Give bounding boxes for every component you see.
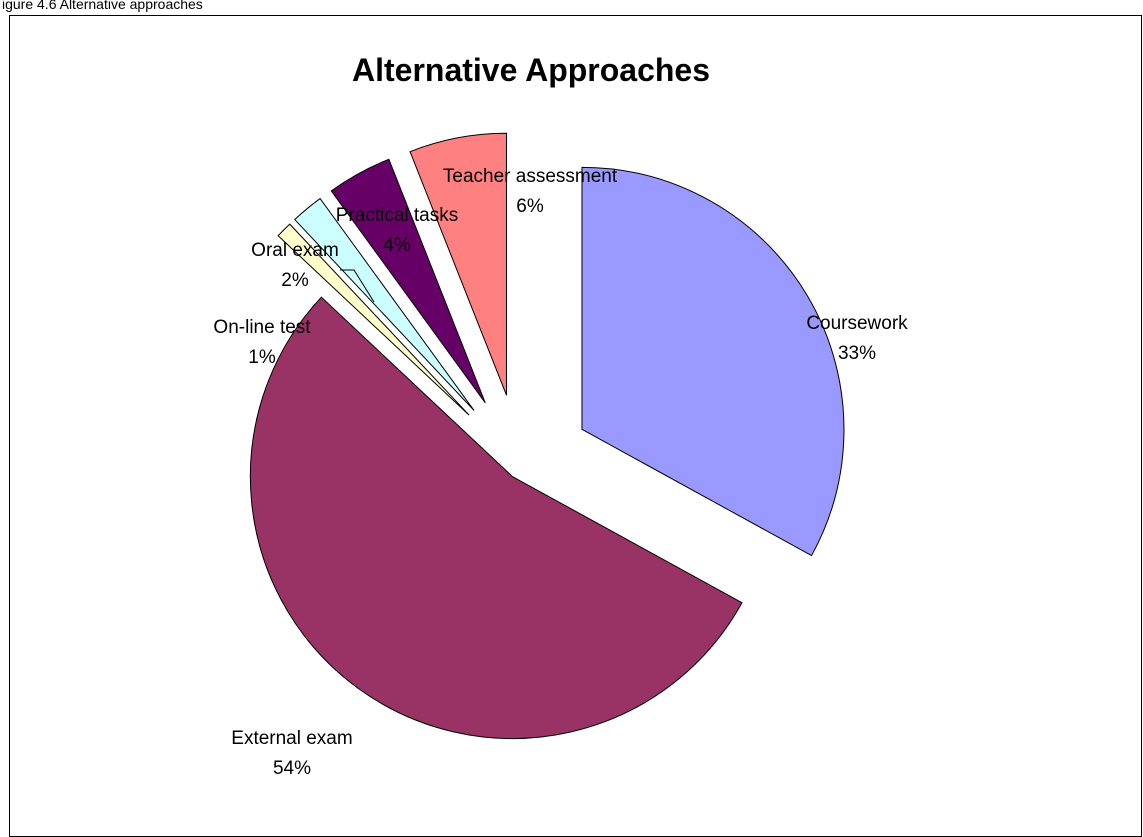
pie-slices	[249, 132, 845, 740]
slice-coursework	[581, 166, 845, 557]
leader-lines	[340, 269, 375, 303]
slice-value-coursework: 33%	[838, 343, 876, 364]
slice-label-practical-tasks: Practical tasks	[336, 205, 458, 226]
slice-labels: Coursework 33% External exam 54% On-line tes…	[213, 166, 908, 779]
slice-value-teacher-assessment: 6%	[516, 196, 544, 217]
slice-value-external-exam: 54%	[273, 758, 311, 779]
slice-value-on-line-test: 1%	[248, 347, 276, 368]
pie-chart: Alternative Approaches Coursework 33% Exte…	[213, 52, 908, 779]
leader-line-oral-exam	[340, 269, 375, 303]
slice-practical-tasks	[330, 158, 486, 404]
figure-caption: igure 4.6 Alternative approaches	[2, 0, 203, 12]
slice-label-on-line-test: On-line test	[213, 317, 311, 338]
chart-frame: Alternative Approaches Coursework 33% Exte…	[9, 15, 1142, 837]
slice-value-oral-exam: 2%	[281, 270, 309, 291]
slice-oral-exam	[294, 197, 475, 411]
slice-external-exam	[249, 296, 743, 740]
slice-label-coursework: Coursework	[806, 313, 908, 334]
slice-label-external-exam: External exam	[231, 728, 352, 749]
slice-teacher-assessment	[409, 132, 508, 396]
slice-label-oral-exam: Oral exam	[251, 240, 339, 261]
slice-on-line-test	[277, 223, 470, 416]
chart-title: Alternative Approaches	[352, 52, 710, 88]
slice-label-teacher-assessment: Teacher assessment	[443, 166, 618, 187]
slice-value-practical-tasks: 4%	[383, 235, 411, 256]
